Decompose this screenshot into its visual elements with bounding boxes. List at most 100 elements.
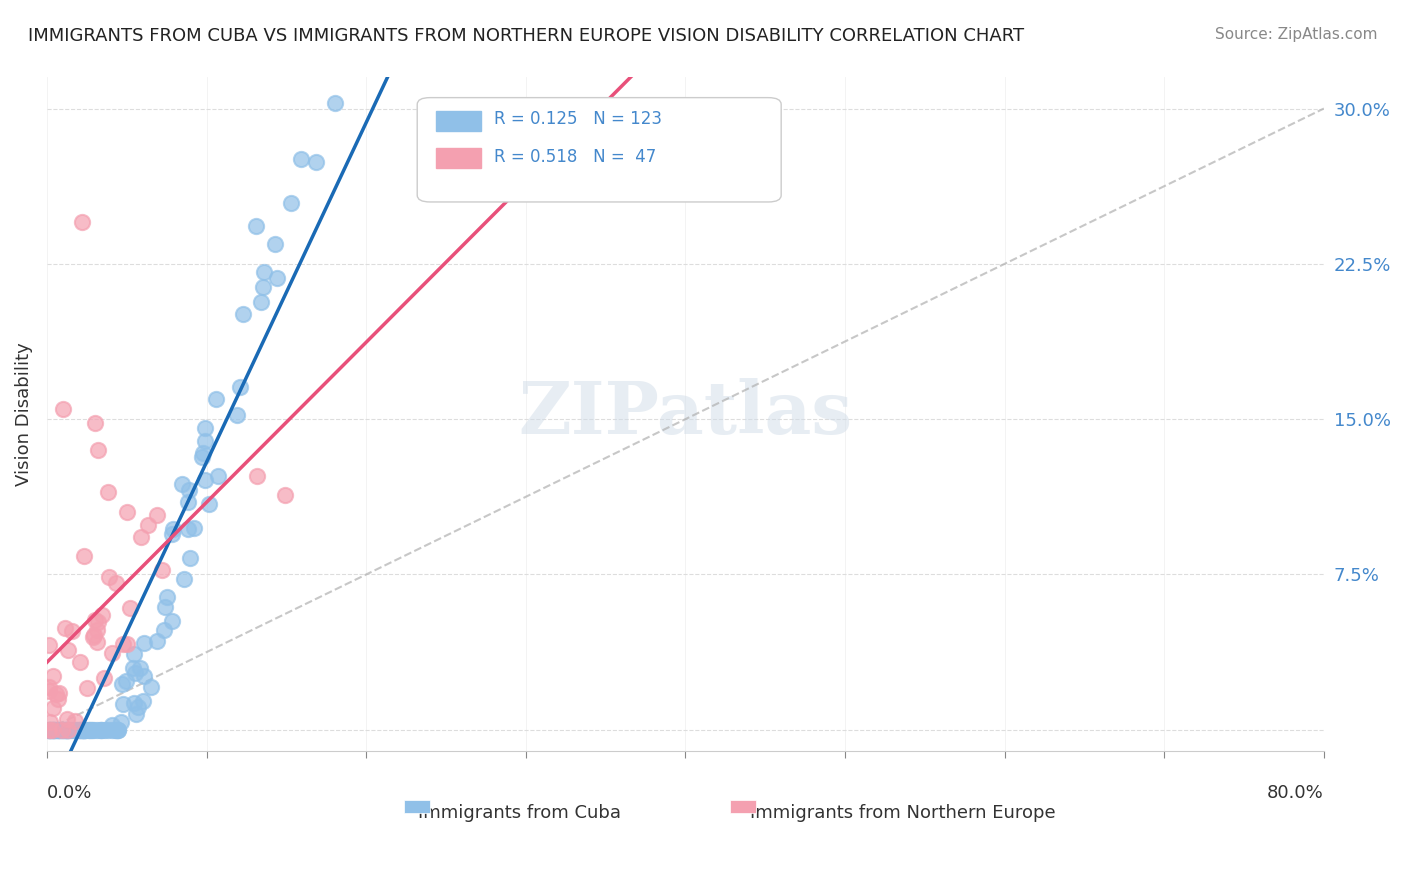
Point	[104, 723, 127, 737]
Point	[56, 643, 79, 657]
Point	[77, 723, 100, 737]
Point	[101, 718, 124, 732]
Point	[321, 60, 343, 74]
Point	[90, 723, 112, 737]
Point	[44, 723, 66, 737]
Point	[115, 505, 138, 519]
Point	[177, 495, 200, 509]
Point	[46, 691, 69, 706]
Point	[110, 714, 132, 729]
Point	[60, 723, 83, 737]
Point	[370, 60, 392, 74]
Point	[191, 446, 214, 460]
Point	[177, 483, 200, 498]
Point	[51, 723, 73, 737]
Point	[249, 295, 271, 310]
Point	[253, 265, 276, 279]
Point	[39, 723, 62, 737]
Point	[45, 723, 67, 737]
Point	[41, 723, 63, 737]
Point	[51, 723, 73, 737]
Point	[53, 723, 76, 737]
Point	[177, 522, 200, 536]
Text: IMMIGRANTS FROM CUBA VS IMMIGRANTS FROM NORTHERN EUROPE VISION DISABILITY CORREL: IMMIGRANTS FROM CUBA VS IMMIGRANTS FROM …	[28, 27, 1024, 45]
Point	[39, 715, 62, 730]
Point	[79, 723, 101, 737]
Point	[67, 723, 90, 737]
Point	[38, 723, 60, 737]
Point	[48, 723, 70, 737]
Point	[86, 624, 108, 638]
Point	[55, 723, 77, 737]
Point	[104, 575, 127, 590]
Point	[245, 219, 267, 234]
Point	[38, 639, 60, 653]
Point	[84, 613, 107, 627]
Point	[70, 723, 93, 737]
Point	[273, 488, 295, 502]
Point	[129, 661, 152, 675]
Point	[107, 723, 129, 737]
Point	[42, 723, 65, 737]
Point	[65, 723, 87, 737]
Point	[114, 674, 136, 689]
Point	[105, 723, 128, 737]
Point	[55, 723, 77, 737]
Bar	[436, 148, 481, 169]
Point	[80, 723, 103, 737]
Point	[266, 271, 288, 285]
Point	[70, 215, 93, 229]
Point	[170, 477, 193, 491]
Text: 80.0%: 80.0%	[1267, 784, 1324, 802]
Point	[115, 637, 138, 651]
Text: Source: ZipAtlas.com: Source: ZipAtlas.com	[1215, 27, 1378, 42]
Point	[100, 646, 122, 660]
Point	[52, 723, 75, 737]
Point	[105, 723, 128, 737]
Point	[86, 723, 108, 737]
Point	[252, 280, 274, 294]
Point	[70, 723, 93, 737]
Point	[98, 570, 121, 584]
Point	[63, 723, 86, 737]
Point	[179, 551, 201, 566]
Point	[83, 723, 105, 737]
Point	[83, 417, 105, 431]
Point	[111, 637, 134, 651]
Point	[226, 408, 249, 422]
Bar	[436, 112, 481, 131]
Point	[45, 687, 67, 701]
Point	[69, 723, 91, 737]
Point	[94, 723, 117, 737]
Point	[72, 723, 94, 737]
Point	[87, 615, 110, 630]
Point	[122, 647, 145, 661]
Point	[38, 684, 60, 698]
Point	[162, 522, 184, 536]
Text: ZIPatlas: ZIPatlas	[519, 378, 852, 450]
Point	[246, 468, 269, 483]
Point	[280, 195, 302, 210]
Point	[76, 681, 98, 696]
Point	[451, 60, 474, 74]
Point	[72, 723, 94, 737]
Point	[111, 677, 134, 691]
Point	[197, 497, 219, 511]
Point	[194, 434, 217, 448]
Point	[45, 723, 67, 737]
Point	[55, 723, 77, 737]
Point	[155, 590, 177, 604]
Point	[194, 473, 217, 487]
Point	[125, 707, 148, 722]
Point	[79, 723, 101, 737]
Point	[72, 723, 94, 737]
Point	[304, 154, 326, 169]
Point	[56, 723, 79, 737]
Text: Immigrants from Northern Europe: Immigrants from Northern Europe	[749, 805, 1056, 822]
Point	[38, 723, 60, 737]
Point	[65, 714, 87, 728]
Point	[69, 723, 91, 737]
Text: 0.0%: 0.0%	[46, 784, 93, 802]
Point	[132, 636, 155, 650]
Point	[91, 607, 114, 622]
